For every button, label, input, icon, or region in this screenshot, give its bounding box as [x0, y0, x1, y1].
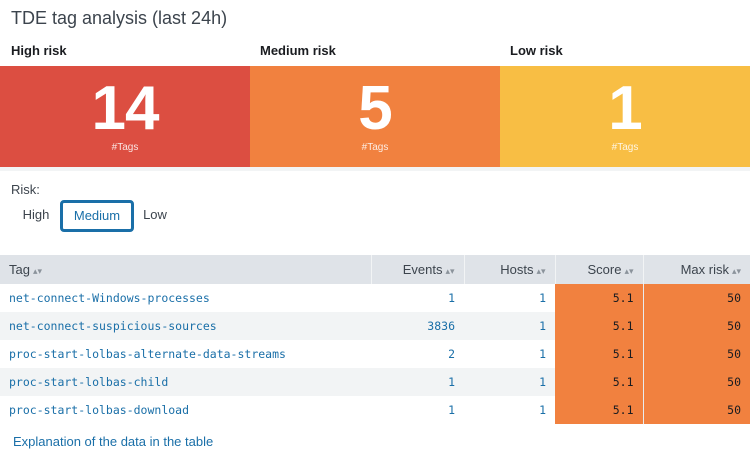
- sort-icon: ▴▾: [445, 266, 455, 276]
- hosts-cell[interactable]: 1: [539, 291, 546, 305]
- tag-table: Tag ▴▾ Events ▴▾ Hosts ▴▾ Score ▴▾ Max risk ▴…: [0, 255, 750, 424]
- sort-icon: ▴▾: [32, 266, 43, 276]
- max-risk-cell: 50: [643, 396, 750, 424]
- hosts-cell[interactable]: 1: [464, 368, 555, 396]
- column-header-tag[interactable]: Tag ▴▾: [0, 255, 372, 284]
- high-risk-tile[interactable]: 14 #Tags: [0, 66, 250, 167]
- events-cell[interactable]: 3836: [371, 312, 464, 340]
- table-row: net-connect-Windows-processes 1 1 5.1 50: [0, 284, 750, 312]
- column-header-events[interactable]: Events ▴▾: [371, 255, 465, 284]
- column-header-max-risk[interactable]: Max risk ▴▾: [643, 255, 750, 284]
- table-row: proc-start-lolbas-alternate-data-streams…: [0, 340, 750, 368]
- hosts-cell[interactable]: 1: [539, 347, 546, 361]
- score-cell: 5.1: [555, 312, 644, 340]
- score-cell: 5.1: [555, 340, 644, 368]
- risk-labels: High risk Medium risk Low risk: [0, 43, 750, 59]
- events-cell[interactable]: 2: [448, 347, 455, 361]
- tag-cell[interactable]: proc-start-lolbas-alternate-data-streams: [9, 347, 286, 361]
- max-risk-cell: 50: [643, 312, 750, 340]
- tag-cell[interactable]: net-connect-suspicious-sources: [0, 312, 371, 340]
- page-title: TDE tag analysis (last 24h): [11, 8, 228, 28]
- sort-icon: ▴▾: [624, 266, 634, 276]
- risk-tiles: 14 #Tags 5 #Tags 1 #Tags: [0, 66, 750, 167]
- events-cell[interactable]: 1: [371, 368, 464, 396]
- max-risk-cell: 50: [643, 368, 750, 396]
- medium-risk-tile[interactable]: 5 #Tags: [250, 66, 500, 167]
- tag-cell[interactable]: net-connect-Windows-processes: [9, 291, 210, 305]
- explanation-link[interactable]: Explanation of the data in the table: [13, 434, 214, 449]
- sort-icon: ▴▾: [731, 266, 741, 276]
- table-row: net-connect-suspicious-sources 3836 1 5.…: [0, 312, 750, 340]
- sort-icon: ▴▾: [536, 266, 546, 276]
- tag-cell[interactable]: proc-start-lolbas-download: [9, 403, 190, 417]
- tag-cell[interactable]: proc-start-lolbas-child: [0, 368, 371, 396]
- medium-risk-label: Medium risk: [260, 43, 336, 58]
- max-risk-cell: 50: [643, 340, 750, 368]
- filter-option-low[interactable]: Low: [143, 207, 167, 222]
- hosts-cell[interactable]: 1: [539, 403, 546, 417]
- low-risk-tile[interactable]: 1 #Tags: [500, 66, 750, 167]
- filter-option-high[interactable]: High: [22, 207, 50, 222]
- score-cell: 5.1: [555, 396, 644, 424]
- max-risk-cell: 50: [643, 284, 750, 312]
- score-cell: 5.1: [555, 368, 644, 396]
- column-header-score[interactable]: Score ▴▾: [555, 255, 644, 284]
- medium-risk-unit: #Tags: [361, 142, 389, 153]
- table-row: proc-start-lolbas-child 1 1 5.1 50: [0, 368, 750, 396]
- low-risk-count: 1: [608, 74, 642, 143]
- column-header-hosts[interactable]: Hosts ▴▾: [464, 255, 556, 284]
- filter-option-medium[interactable]: Medium: [60, 200, 134, 232]
- high-risk-count: 14: [91, 74, 160, 143]
- table-row: proc-start-lolbas-download 1 1 5.1 50: [0, 396, 750, 424]
- hosts-cell[interactable]: 1: [464, 312, 555, 340]
- events-cell[interactable]: 1: [448, 291, 455, 305]
- medium-risk-count: 5: [358, 74, 392, 143]
- table-header-row: Tag ▴▾ Events ▴▾ Hosts ▴▾ Score ▴▾ Max risk ▴…: [0, 255, 750, 284]
- high-risk-unit: #Tags: [111, 142, 139, 153]
- risk-filter-label: Risk:: [11, 182, 40, 197]
- low-risk-label: Low risk: [510, 43, 563, 58]
- tile-divider: [0, 167, 750, 171]
- high-risk-label: High risk: [11, 43, 67, 58]
- events-cell[interactable]: 1: [448, 403, 455, 417]
- score-cell: 5.1: [555, 284, 644, 312]
- low-risk-unit: #Tags: [611, 142, 639, 153]
